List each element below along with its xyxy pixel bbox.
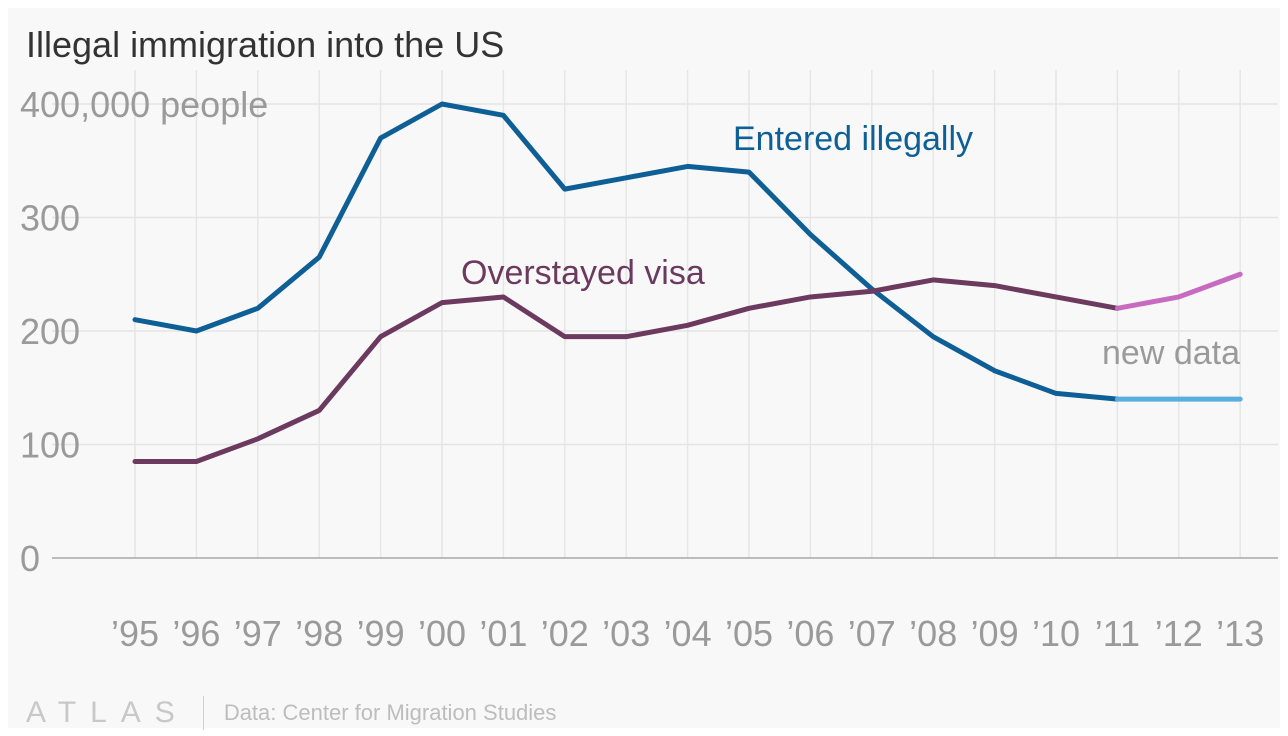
series-line-1 [132,277,1120,465]
atlas-logo[interactable]: ATLAS [26,696,189,729]
x-tick-label: ’08 [909,613,957,654]
x-tick-label: ’13 [1216,613,1264,654]
series-label-overstayed-visa: Overstayed visa [461,254,705,292]
series-line-0 [132,101,1120,402]
x-tick-label: ’05 [725,613,773,654]
x-tick-label: ’10 [1032,613,1080,654]
series-lines [132,101,1243,465]
x-tick-label: ’02 [541,613,589,654]
x-tick-label: ’07 [848,613,896,654]
y-tick-label: 100 [20,425,80,466]
chart-title: Illegal immigration into the US [26,24,505,65]
y-tick-label: 300 [20,198,80,239]
new-data-annotation: new data [1102,334,1240,372]
y-tick-label: 0 [20,538,40,579]
x-tick-label: ’03 [602,613,650,654]
x-tick-label: ’04 [664,613,712,654]
chart-card: Illegal immigration into the US 0 100 200 3… [8,8,1280,730]
series-label-entered-illegally: Entered illegally [733,120,973,158]
x-tick-label: ’09 [971,613,1019,654]
x-tick-label: ’12 [1155,613,1203,654]
x-tick-label: ’11 [1095,613,1140,654]
y-axis-unit-label: 400,000 people [20,84,268,125]
footer-divider [202,696,204,730]
y-tick-label: 200 [20,311,80,352]
x-tick-label: ’01 [479,613,527,654]
x-tick-label: ’96 [172,613,220,654]
x-tick-label: ’98 [295,613,343,654]
x-tick-label: ’97 [234,613,282,654]
x-tick-label: ’00 [418,613,466,654]
x-tick-label: ’95 [111,613,159,654]
x-axis-tick-labels: ’95 ’96 ’97 ’98 ’99 ’00 ’01 ’02 ’03 ’04 ’05 ’06 ’07 ’… [111,613,1264,654]
footer: ATLAS Data: Center for Migration Studies [26,696,556,730]
vertical-gridlines [134,70,1241,558]
series-line-new-data-1 [1114,271,1243,311]
data-source: Data: Center for Migration Studies [223,700,557,725]
x-tick-label: ’99 [357,613,405,654]
y-axis-tick-labels: 0 100 200 300 [20,198,80,580]
x-tick-label: ’06 [786,613,834,654]
